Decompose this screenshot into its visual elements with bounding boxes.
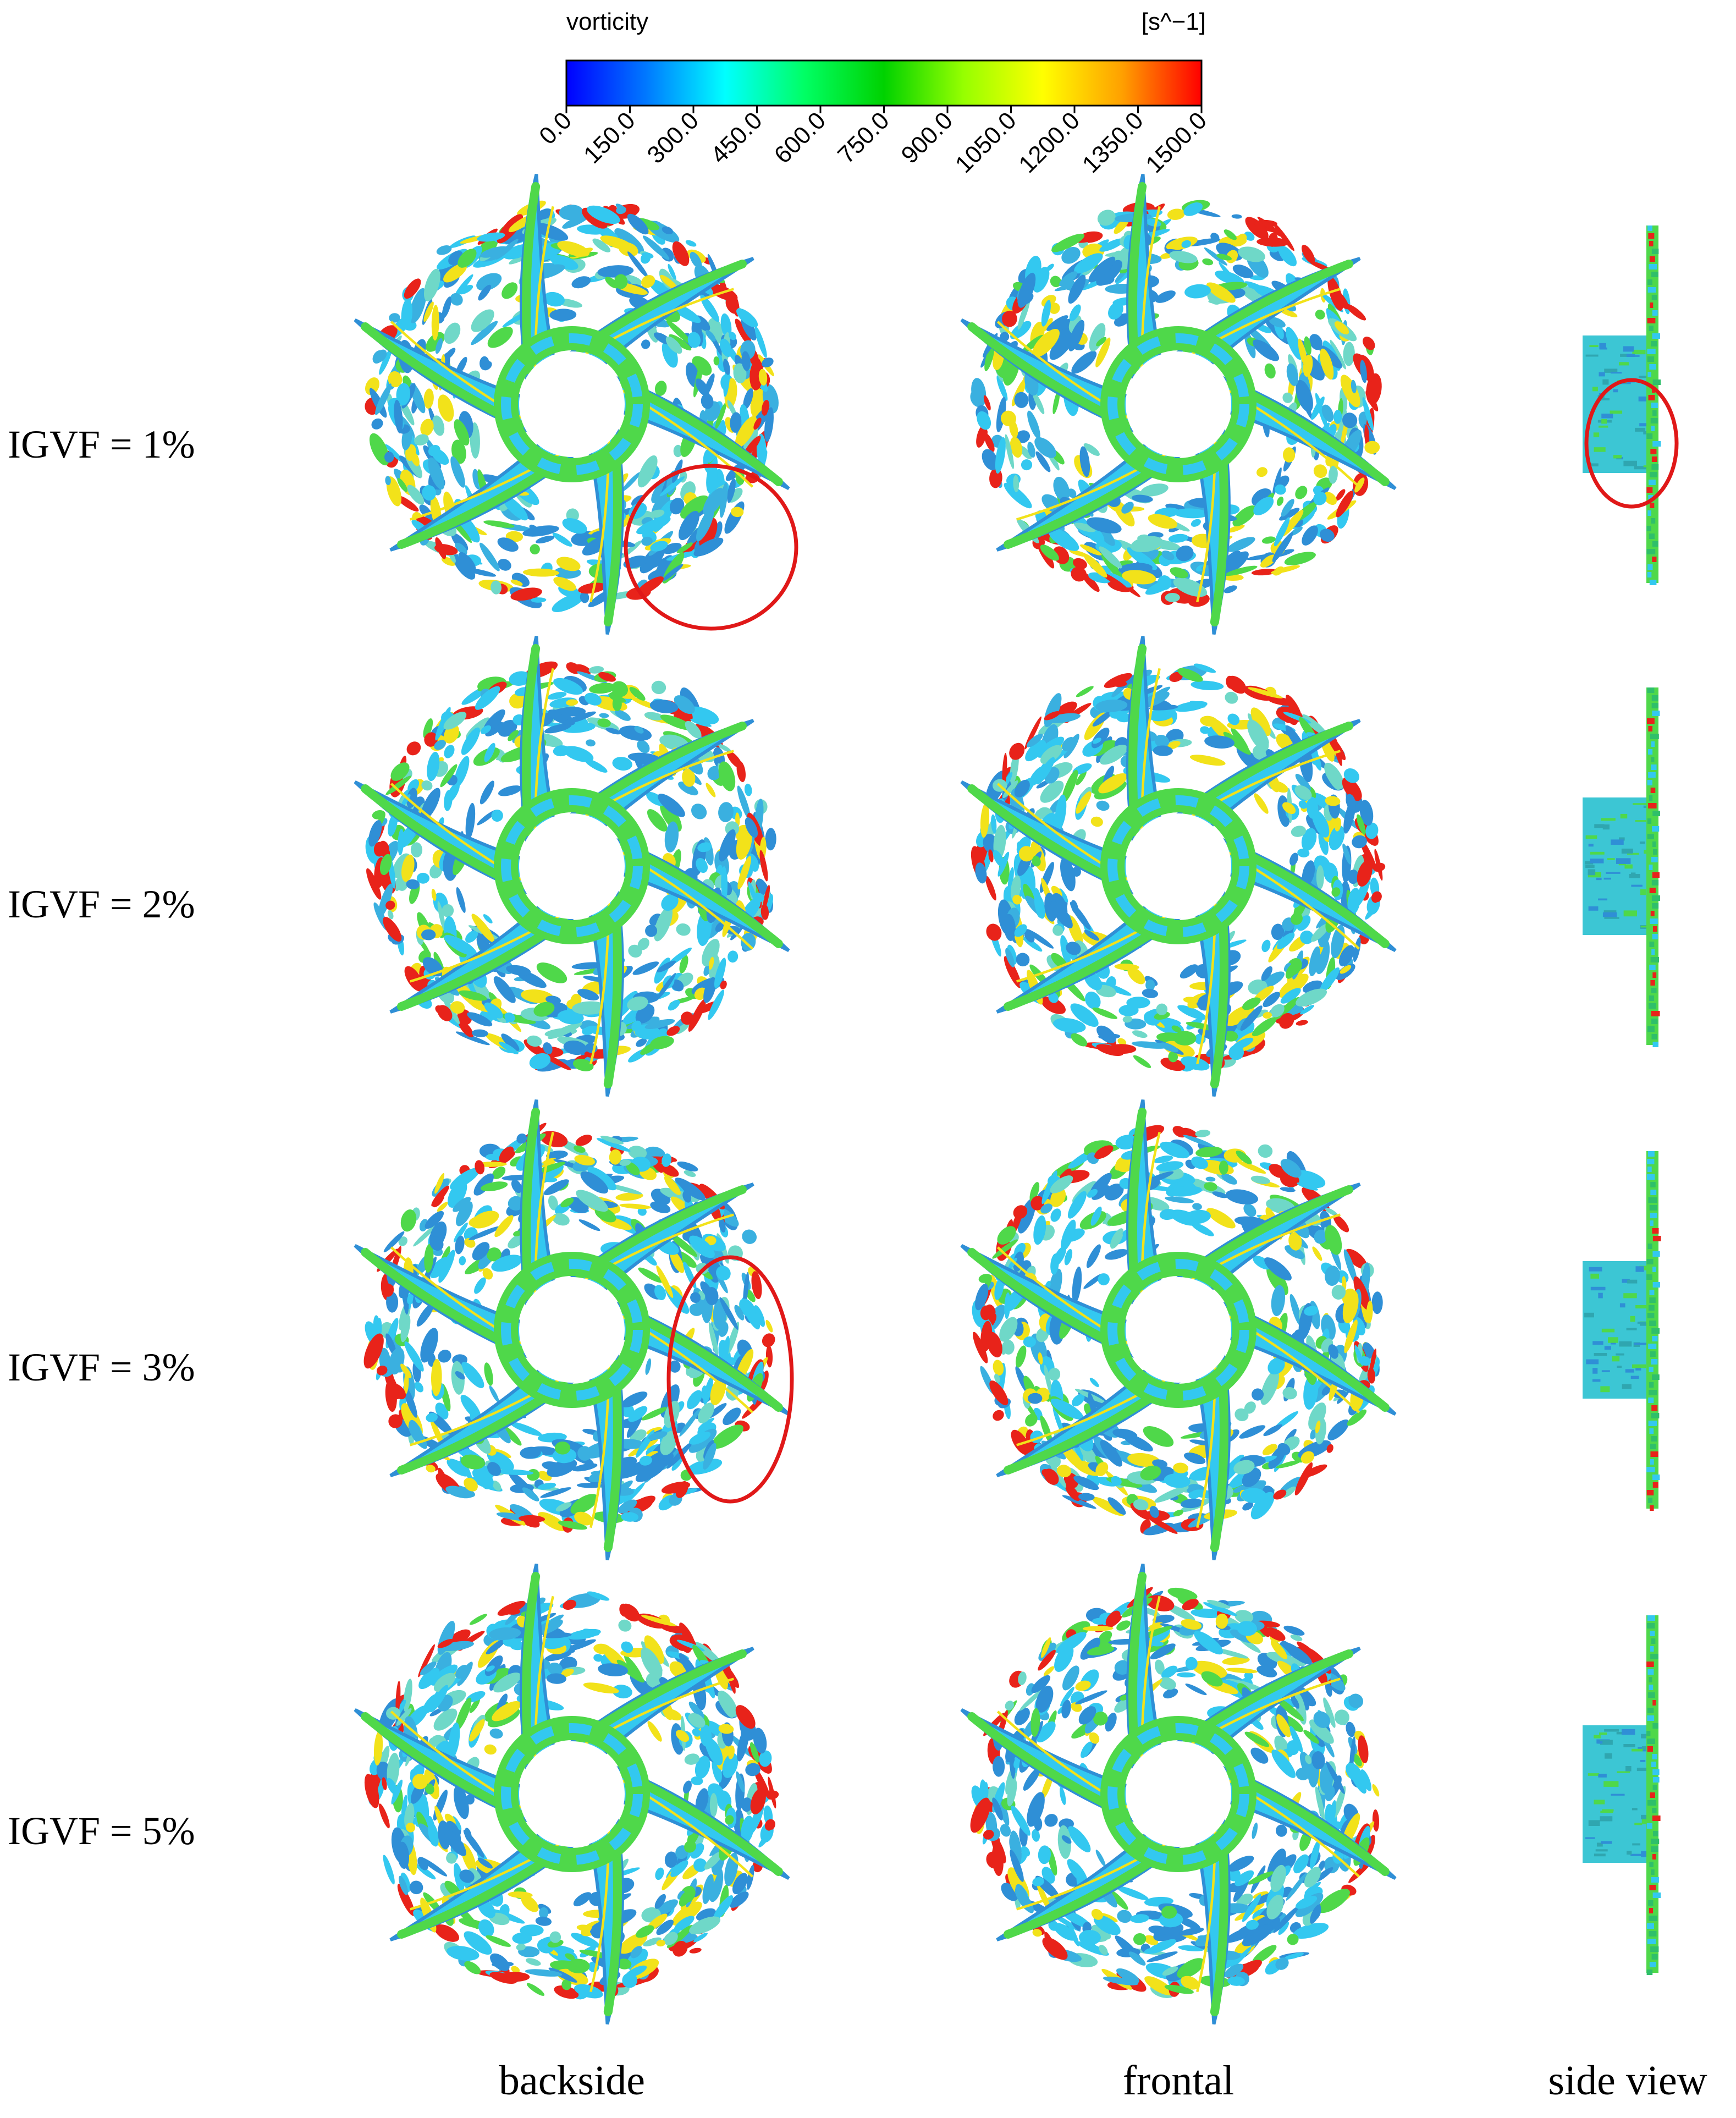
column-label-backside: backside [499,2058,645,2104]
column-label-frontal: frontal [1123,2058,1235,2104]
impeller-hub-eye [1126,813,1231,919]
impeller-hub-eye [519,1277,625,1383]
colorbar-tick-label: 0.0 [534,107,577,150]
impeller-backside-row-1 [355,174,789,635]
row-label-igvf-1: IGVF = 1% [8,422,195,466]
colorbar-tick-label: 150.0 [578,107,641,169]
side-view-row-3 [1583,1151,1661,1511]
colorbar-tick-label: 1350.0 [1077,107,1149,178]
colorbar-tick-label: 750.0 [833,107,895,169]
column-labels: backside frontal side view [499,2058,1707,2104]
colorbar-tick-label: 1050.0 [950,107,1022,178]
impeller-hub-eye [1126,1741,1231,1847]
side-view-row-2 [1583,687,1660,1047]
impeller-hub-eye [519,813,625,919]
colorbar-tick-label: 300.0 [642,107,704,169]
highlight-ellipse-backside-1 [624,464,798,631]
colorbar-tick-label: 1500.0 [1140,107,1212,178]
colorbar: vorticity [s^−1] 0.0 150.0 300.0 450.0 600.0… [534,8,1212,178]
side-view-row-4 [1583,1615,1661,1975]
colorbar-bar [565,59,1203,107]
colorbar-variable-label: vorticity [566,8,648,35]
impeller-backside-row-4 [355,1564,789,2025]
impeller-frontal-row-4 [962,1564,1396,2025]
annotations [624,378,1679,1504]
impeller-hub-eye [519,1741,625,1847]
impeller-backside-row-2 [355,636,789,1097]
panels [355,174,1661,2025]
colorbar-tick-label: 1200.0 [1013,107,1085,178]
row-labels: IGVF = 1% IGVF = 2% IGVF = 3% IGVF = 5% [8,422,195,1853]
highlight-ellipse-backside-3 [666,1255,794,1504]
colorbar-tick-label: 900.0 [896,107,958,169]
colorbar-tick-label: 450.0 [706,107,768,169]
impeller-frontal-row-3 [962,1100,1396,1560]
row-label-igvf-2: IGVF = 2% [8,882,195,926]
colorbar-tick-label: 600.0 [769,107,831,169]
colorbar-ticks: 0.0 150.0 300.0 450.0 600.0 750.0 900.01050.01… [534,106,1212,178]
row-label-igvf-3: IGVF = 3% [8,1345,195,1389]
row-label-igvf-5: IGVF = 5% [8,1809,195,1853]
impeller-frontal-row-2 [962,636,1396,1097]
side-view-row-1 [1583,225,1661,585]
highlight-ellipse-sideview-1 [1584,378,1679,509]
impeller-hub-eye [1126,351,1231,457]
impeller-hub-eye [519,351,625,457]
impeller-frontal-row-1 [962,174,1396,635]
column-label-side-view: side view [1548,2058,1707,2104]
colorbar-unit-label: [s^−1] [1142,8,1206,35]
impeller-backside-row-3 [355,1100,789,1560]
impeller-hub-eye [1126,1277,1231,1383]
